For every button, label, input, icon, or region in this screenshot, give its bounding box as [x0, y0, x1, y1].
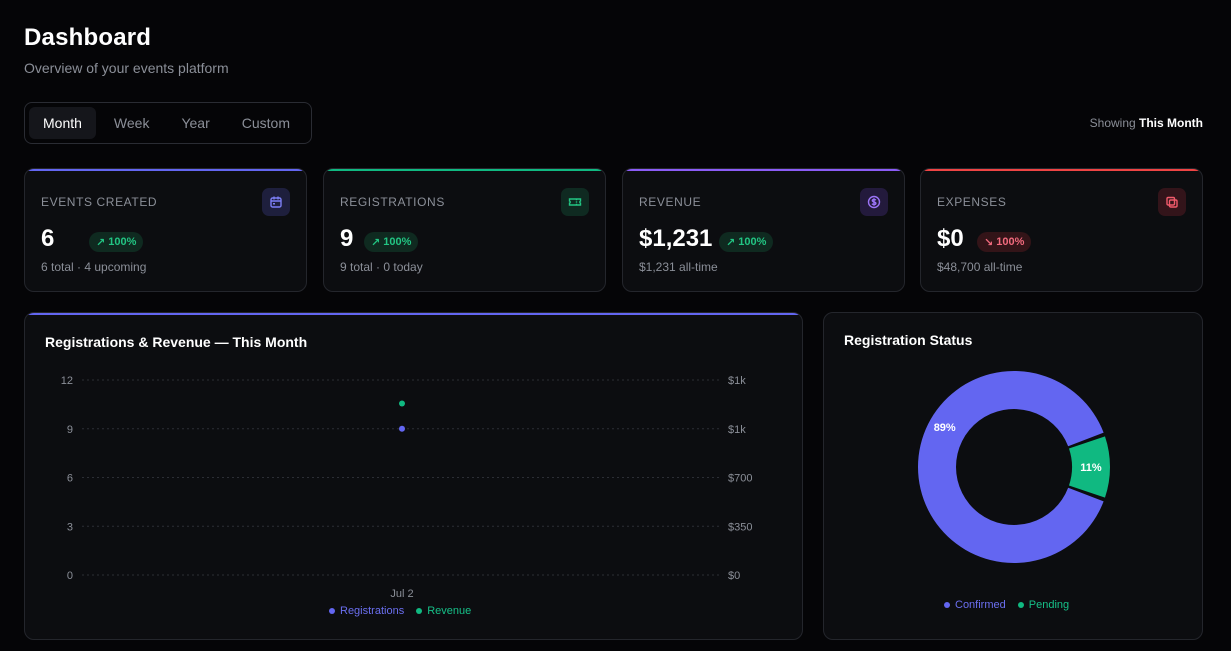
page-subtitle: Overview of your events platform [24, 60, 229, 76]
y-right-tick-label: $350 [728, 521, 752, 533]
trend-up-icon: ↗ [371, 236, 381, 249]
stat-label: REGISTRATIONS [340, 195, 445, 209]
y-right-tick-label: $1k [728, 424, 746, 436]
card-accent [921, 169, 1202, 171]
stat-card-registrations: REGISTRATIONS 9 ↗ 100% 9 total · 0 today [323, 168, 606, 292]
ticket-icon [561, 188, 589, 216]
stat-card-revenue: REVENUE $1,231 ↗ 100% $1,231 all-time [622, 168, 905, 292]
stat-value: 6 [41, 225, 55, 252]
stat-label: REVENUE [639, 195, 702, 209]
trend-up-icon: ↗ [96, 236, 106, 249]
panel-accent [25, 313, 802, 315]
change-badge: ↗ 100% [719, 232, 774, 252]
tab-custom[interactable]: Custom [241, 115, 290, 131]
y-left-tick-label: 3 [67, 521, 73, 533]
chart-title: Registrations & Revenue — This Month [45, 334, 308, 350]
donut-chart: 11% 89% [918, 371, 1110, 563]
registration-status-panel: Registration Status 11% 89% Confirmed Pen… [823, 312, 1203, 640]
y-right-tick-label: $0 [728, 570, 740, 582]
trend-down-icon: ↘ [984, 236, 994, 249]
receipt-icon [1158, 188, 1186, 216]
chart-legend: Registrations Revenue [329, 605, 471, 617]
legend-item-pending[interactable]: Pending [1017, 599, 1069, 611]
y-left-tick-label: 9 [67, 424, 73, 436]
stat-label: EXPENSES [937, 195, 1007, 209]
data-point-revenue [399, 400, 405, 407]
slice-label: 11% [1080, 462, 1102, 474]
donut-legend: Confirmed Pending [944, 599, 1069, 611]
legend-item-revenue[interactable]: Revenue [416, 605, 471, 617]
legend-item-confirmed[interactable]: Confirmed [944, 599, 1006, 611]
y-right-tick-label: $1k [728, 375, 746, 387]
registrations-revenue-panel: Registrations & Revenue — This Month 0 $0… [24, 312, 803, 640]
calendar-icon [262, 188, 290, 216]
stat-card-expenses: EXPENSES $0 ↘ 100% $48,700 all-time [920, 168, 1203, 292]
showing-prefix: Showing [1089, 116, 1136, 130]
stat-value: $1,231 [639, 225, 713, 252]
stat-value: $0 [937, 225, 964, 252]
stat-meta: 6 total · 4 upcoming [41, 260, 147, 274]
tab-week[interactable]: Week [113, 115, 150, 131]
line-chart: 0 $0 3 $350 6 $700 9 $1k 12 $1k Jul 2 [61, 375, 753, 600]
change-badge: ↗ 100% [364, 232, 419, 252]
range-tabs: Month Week Year Custom [24, 102, 312, 144]
dollar-icon [860, 188, 888, 216]
page-title: Dashboard [24, 24, 152, 51]
y-left-tick-label: 12 [61, 375, 73, 387]
x-tick-label: Jul 2 [390, 588, 413, 600]
tab-year[interactable]: Year [181, 115, 210, 131]
tab-month[interactable]: Month [29, 107, 96, 139]
change-badge: ↗ 100% [89, 232, 144, 252]
legend-dot [416, 608, 423, 614]
card-accent [25, 169, 306, 171]
legend-item-registrations[interactable]: Registrations [329, 605, 404, 617]
y-left-tick-label: 0 [67, 570, 73, 582]
stat-meta: 9 total · 0 today [340, 260, 423, 274]
chart-title: Registration Status [844, 332, 973, 348]
donut-slice-pending [1068, 436, 1110, 498]
card-accent [623, 169, 904, 171]
legend-dot [329, 608, 335, 614]
trend-up-icon: ↗ [726, 236, 736, 249]
y-right-tick-label: $700 [728, 473, 752, 485]
showing-indicator: Showing This Month [1090, 116, 1203, 130]
stat-meta: $1,231 all-time [639, 260, 718, 274]
stat-label: EVENTS CREATED [41, 195, 158, 209]
card-accent [324, 169, 605, 171]
slice-label: 89% [934, 422, 956, 434]
stat-meta: $48,700 all-time [937, 260, 1023, 274]
change-badge: ↘ 100% [977, 232, 1032, 252]
donut-slice-confirmed [918, 371, 1104, 563]
showing-value: This Month [1139, 116, 1203, 130]
data-point-registrations [399, 425, 405, 432]
legend-dot [1017, 602, 1024, 608]
stat-value: 9 [340, 225, 354, 252]
legend-dot [944, 602, 950, 608]
y-left-tick-label: 6 [67, 473, 73, 485]
stat-card-events: EVENTS CREATED 6 ↗ 100% 6 total · 4 upcom… [24, 168, 307, 292]
